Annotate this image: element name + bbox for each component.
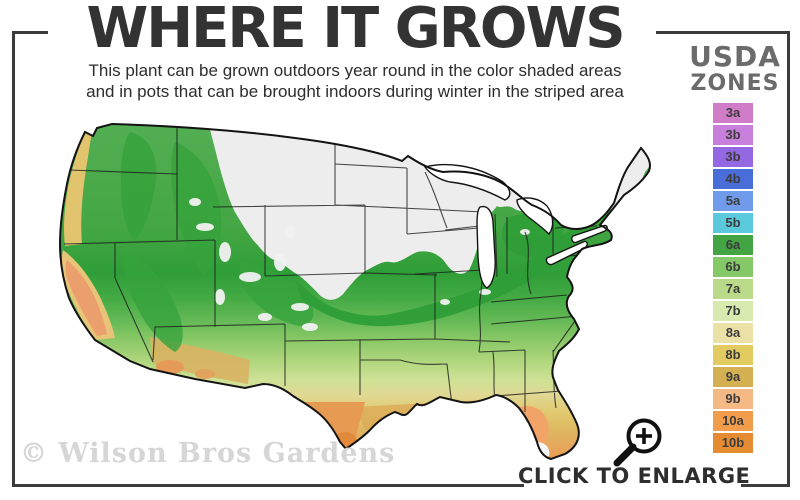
frame-bottom-right: [741, 484, 790, 487]
subtitle: This plant can be grown outdoors year ro…: [30, 60, 680, 102]
subtitle-line-1: This plant can be grown outdoors year ro…: [88, 61, 622, 80]
zone-swatch-5a: 5a: [713, 191, 753, 211]
frame-right: [787, 31, 790, 487]
zone-swatch-10b: 10b: [713, 433, 753, 453]
frame-left: [12, 31, 15, 487]
legend-heading: USDA ZONES: [683, 42, 787, 96]
frame-bottom-left: [12, 484, 524, 487]
zone-legend: 3a 3b 3b 4b 5a 5b 6a 6b 7a 7b 8a 8b 9a 9…: [713, 103, 753, 455]
zone-swatch-10a: 10a: [713, 411, 753, 431]
zone-swatch-3b-2: 3b: [713, 147, 753, 167]
zone-swatch-8a: 8a: [713, 323, 753, 343]
zone-swatch-9b: 9b: [713, 389, 753, 409]
great-lakes: [423, 163, 608, 289]
zone-swatch-4b: 4b: [713, 169, 753, 189]
legend-heading-usda: USDA: [689, 40, 781, 73]
zone-swatch-8b: 8b: [713, 345, 753, 365]
zone-swatch-6b: 6b: [713, 257, 753, 277]
frame-top-right: [656, 31, 790, 34]
zone-swatch-7b: 7b: [713, 301, 753, 321]
legend-heading-zones: ZONES: [690, 71, 780, 96]
zone-swatch-9a: 9a: [713, 367, 753, 387]
zone-swatch-3b: 3b: [713, 125, 753, 145]
zone-swatch-3a: 3a: [713, 103, 753, 123]
page-title: WHERE IT GROWS: [86, 0, 625, 61]
us-hardiness-zone-map[interactable]: [55, 112, 665, 470]
zone-swatch-5b: 5b: [713, 213, 753, 233]
zone-swatch-6a: 6a: [713, 235, 753, 255]
frame-top-left: [12, 31, 48, 34]
click-to-enlarge-label[interactable]: CLICK TO ENLARGE: [518, 464, 751, 488]
zone-swatch-7a: 7a: [713, 279, 753, 299]
watermark: © Wilson Bros Gardens: [20, 438, 396, 469]
subtitle-line-2: and in pots that can be brought indoors …: [86, 82, 624, 101]
magnifier-plus-icon[interactable]: [602, 410, 672, 474]
us-outline: [58, 122, 651, 461]
